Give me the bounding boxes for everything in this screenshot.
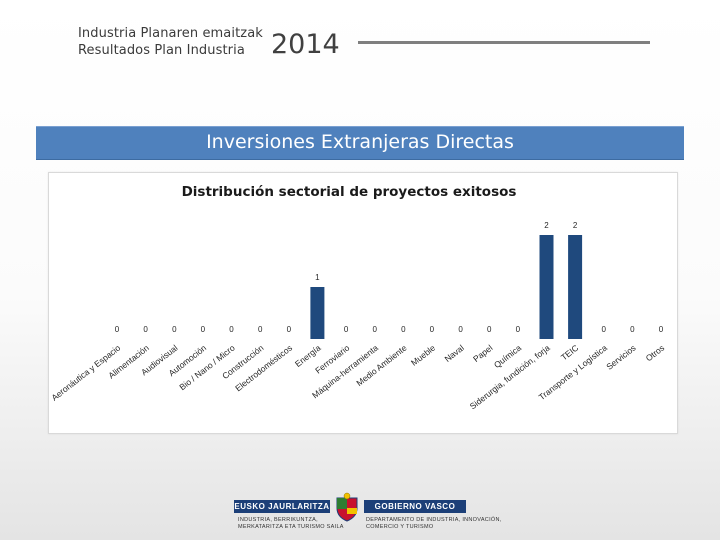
- bar-15: [539, 235, 554, 339]
- logo-subtitle-spanish-1: DEPARTAMENTO DE INDUSTRIA, INNOVACIÓN,: [366, 517, 502, 523]
- value-label-0: 0: [115, 325, 120, 334]
- category-label-16: TEIC: [559, 343, 580, 363]
- value-label-2: 0: [172, 325, 177, 334]
- value-label-19: 0: [659, 325, 664, 334]
- value-label-8: 0: [344, 325, 349, 334]
- bar-7: [310, 287, 325, 339]
- value-label-14: 0: [516, 325, 521, 334]
- chart-title: Distribución sectorial de proyectos exit…: [182, 184, 517, 200]
- value-label-18: 0: [630, 325, 635, 334]
- value-label-5: 0: [258, 325, 263, 334]
- bar-16: [568, 235, 583, 339]
- header-line-2: Resultados Plan Industria: [78, 43, 245, 58]
- coat-of-arms-icon: [336, 492, 358, 522]
- category-label-19: Otros: [644, 343, 667, 364]
- logo-subtitle-spanish: DEPARTAMENTO DE INDUSTRIA, INNOVACIÓN, C…: [366, 517, 502, 531]
- header-rule: [358, 41, 650, 44]
- value-label-7: 1: [315, 273, 320, 282]
- value-label-6: 0: [287, 325, 292, 334]
- value-label-17: 0: [601, 325, 606, 334]
- category-label-12: Naval: [443, 343, 466, 364]
- logo-text-spanish: GOBIERNO VASCO: [364, 500, 466, 513]
- section-banner: Inversiones Extranjeras Directas: [36, 126, 684, 160]
- value-label-12: 0: [458, 325, 463, 334]
- category-label-13: Papel: [471, 343, 494, 364]
- logo-text-basque: EUSKO JAURLARITZA: [234, 500, 330, 513]
- value-label-9: 0: [372, 325, 377, 334]
- government-logo: EUSKO JAURLARITZA GOBIERNO VASCO INDUSTR…: [234, 492, 501, 536]
- bar-chart: Distribución sectorial de proyectos exit…: [49, 184, 667, 411]
- header-line-1: Industria Planaren emaitzak: [78, 26, 263, 41]
- value-label-11: 0: [430, 325, 435, 334]
- section-title: Inversiones Extranjeras Directas: [206, 131, 514, 153]
- value-label-3: 0: [201, 325, 206, 334]
- logo-subtitle-basque-1: INDUSTRIA, BERRIKUNTZA,: [238, 517, 318, 523]
- value-label-16: 2: [573, 221, 578, 230]
- category-label-18: Servicios: [604, 343, 637, 372]
- logo-subtitle-basque: INDUSTRIA, BERRIKUNTZA, MERKATARITZA ETA…: [238, 517, 344, 531]
- chart-panel: Distribución sectorial de proyectos exit…: [48, 172, 678, 434]
- value-label-10: 0: [401, 325, 406, 334]
- category-label-11: Mueble: [409, 343, 437, 368]
- value-label-1: 0: [143, 325, 148, 334]
- value-label-4: 0: [229, 325, 234, 334]
- logo-subtitle-basque-2: MERKATARITZA ETA TURISMO SAILA: [238, 524, 344, 530]
- category-label-10: Medio Ambiente: [354, 343, 408, 389]
- header-year: 2014: [271, 29, 340, 60]
- value-label-13: 0: [487, 325, 492, 334]
- logo-subtitle-spanish-2: COMERCIO Y TURISMO: [366, 524, 434, 530]
- value-label-15: 2: [544, 221, 549, 230]
